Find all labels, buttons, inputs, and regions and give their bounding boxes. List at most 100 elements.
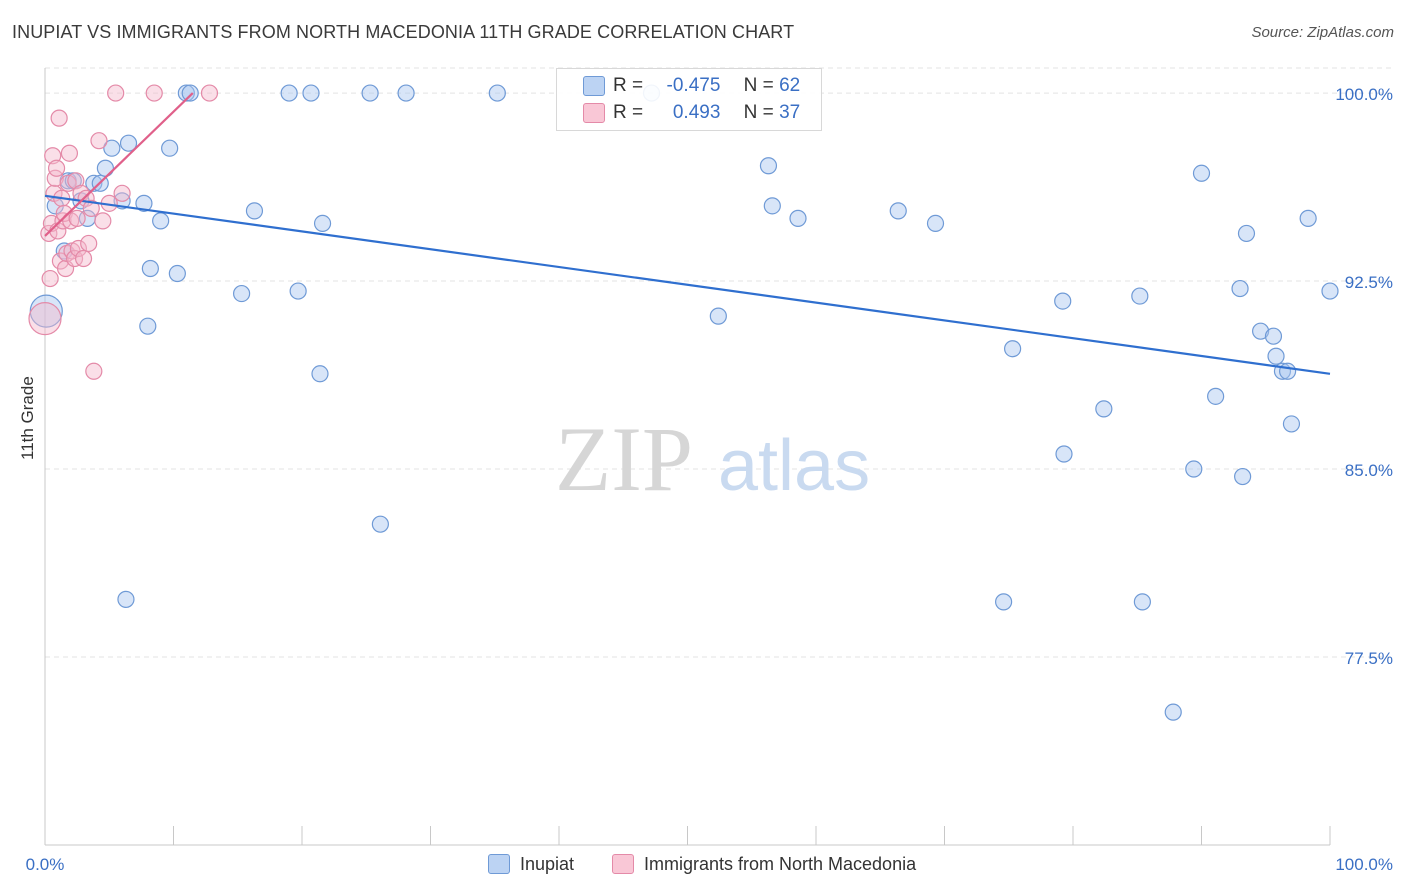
macedonia-point — [68, 209, 86, 227]
macedonia-point — [60, 144, 79, 162]
macedonia-point — [90, 132, 108, 150]
macedonia-point — [65, 249, 84, 268]
inupiat-points — [29, 84, 1339, 721]
legend-n-macedonia: 37 — [779, 102, 801, 123]
inupiat-point — [119, 134, 138, 152]
macedonia-point — [107, 84, 125, 102]
inupiat-point — [361, 84, 379, 102]
inupiat-point — [1264, 327, 1283, 345]
bottom-legend-label-inupiat: Inupiat — [520, 853, 575, 874]
tick-labels: 77.5% 85.0% 92.5% 100.0% 0.0% 100.0% — [26, 85, 1393, 874]
legend-n-label: N = — [743, 102, 774, 123]
bottom-legend-swatch-macedonia — [612, 854, 634, 874]
legend-swatch-inupiat — [583, 76, 605, 96]
inupiat-point — [168, 264, 186, 283]
gridlines — [45, 67, 1395, 658]
inupiat-point — [152, 212, 170, 230]
inupiat-point — [488, 84, 506, 102]
inupiat-point — [1054, 292, 1072, 310]
inupiat-point — [1185, 460, 1203, 478]
inupiat-point — [1282, 415, 1301, 433]
macedonia-point — [47, 159, 66, 177]
y-axis-title: 11th Grade — [18, 376, 37, 460]
trend-lines — [44, 92, 1331, 375]
axes — [44, 68, 1331, 846]
legend-r-label: R = — [613, 102, 644, 123]
macedonia-point — [113, 184, 131, 202]
inupiat-point — [371, 515, 389, 533]
inupiat-point — [709, 307, 727, 325]
inupiat-point — [1321, 282, 1339, 300]
inupiat-point — [139, 317, 157, 335]
macedonia-point — [85, 362, 103, 380]
y-tick-label: 92.5% — [1345, 273, 1393, 292]
inupiat-point — [313, 214, 332, 232]
legend-row-macedonia: R = 0.493 N = 37 — [557, 100, 821, 126]
inupiat-point — [135, 194, 153, 212]
legend-r-macedonia: 0.493 — [672, 102, 721, 123]
inupiat-point — [1055, 445, 1073, 463]
y-tick-label: 100.0% — [1335, 85, 1393, 104]
legend-r-label: R = — [613, 75, 644, 96]
inupiat-point — [85, 174, 103, 192]
inupiat-point — [1278, 362, 1297, 380]
bottom-legend-inupiat: Inupiat — [488, 852, 574, 876]
inupiat-trend-line — [44, 194, 1331, 375]
chart-title: INUPIAT VS IMMIGRANTS FROM NORTH MACEDON… — [12, 22, 795, 42]
inupiat-point — [141, 259, 159, 278]
inupiat-point — [789, 209, 807, 227]
inupiat-point — [926, 214, 945, 232]
inupiat-point — [1237, 224, 1256, 243]
legend-n-label: N = — [743, 75, 774, 96]
macedonia-point — [41, 269, 59, 288]
x-tick-label-min: 0.0% — [26, 855, 65, 874]
macedonia-point — [28, 302, 62, 336]
legend-swatch-macedonia — [583, 103, 605, 123]
inupiat-point — [397, 84, 415, 102]
inupiat-point — [1133, 593, 1151, 611]
inupiat-point — [1234, 467, 1252, 486]
bottom-legend-swatch-inupiat — [488, 854, 510, 874]
inupiat-point — [1207, 387, 1225, 405]
macedonia-trend-line — [44, 92, 194, 237]
inupiat-point — [1131, 287, 1149, 305]
inupiat-point — [177, 84, 195, 102]
inupiat-point — [1004, 340, 1022, 358]
y-tick-label: 85.0% — [1345, 461, 1393, 480]
inupiat-point — [233, 284, 251, 303]
macedonia-point — [82, 199, 100, 217]
macedonia-point — [67, 172, 85, 190]
inupiat-point — [1231, 279, 1249, 298]
inupiat-point — [763, 197, 781, 215]
legend-n-inupiat: 62 — [779, 75, 801, 96]
inupiat-point — [311, 365, 329, 383]
inupiat-point — [245, 202, 264, 220]
bottom-legend-macedonia: Immigrants from North Macedonia — [612, 852, 916, 876]
macedonia-point — [94, 212, 112, 230]
inupiat-point — [1095, 400, 1113, 418]
legend-row-inupiat: R = -0.475 N = 62 — [557, 73, 821, 99]
watermark-zip: ZIP — [555, 408, 693, 510]
inupiat-point — [289, 282, 307, 300]
inupiat-point — [96, 159, 114, 177]
inupiat-point — [280, 84, 298, 102]
watermark: ZIP atlas — [555, 408, 870, 510]
watermark-atlas: atlas — [718, 426, 870, 506]
inupiat-point — [181, 84, 199, 102]
inupiat-point — [302, 84, 320, 102]
inupiat-point — [1267, 347, 1285, 365]
source-label: Source: ZipAtlas.com — [1251, 24, 1394, 41]
macedonia-point — [74, 249, 93, 268]
macedonia-point — [50, 109, 68, 127]
inupiat-point — [759, 157, 778, 175]
inupiat-point — [1299, 209, 1317, 227]
macedonia-point — [145, 84, 163, 102]
macedonia-points — [28, 84, 219, 380]
y-tick-label: 77.5% — [1345, 649, 1393, 668]
macedonia-point — [200, 84, 219, 102]
inupiat-point — [1192, 164, 1211, 182]
x-tick-label-max: 100.0% — [1335, 855, 1393, 874]
inupiat-point — [1252, 322, 1270, 340]
inupiat-point — [889, 202, 907, 220]
